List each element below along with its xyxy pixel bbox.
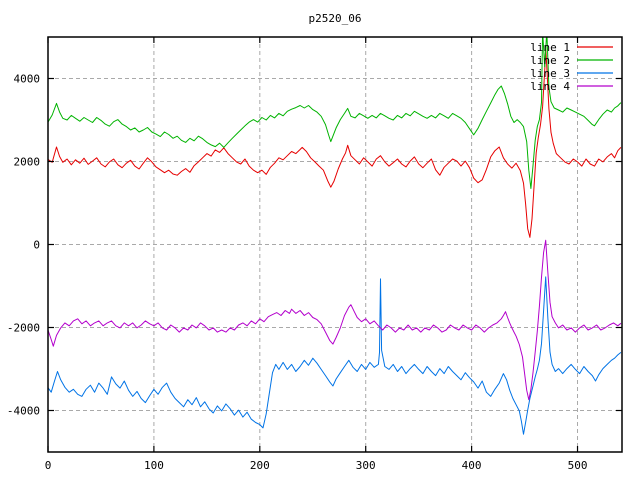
x-tick-label: 100 — [144, 459, 164, 472]
legend-label: line 2 — [530, 54, 570, 67]
data-series — [48, 37, 622, 435]
series-line-4 — [48, 239, 622, 401]
y-tick-label: -4000 — [7, 405, 40, 418]
grid-lines — [48, 37, 622, 452]
series-line-1 — [48, 46, 622, 238]
series-line-2 — [48, 37, 622, 189]
legend-label: line 3 — [530, 67, 570, 80]
x-tick-label: 300 — [356, 459, 376, 472]
chart-title: p2520_06 — [309, 12, 362, 25]
legend-label: line 1 — [530, 41, 570, 54]
axis-labels: 0 100 200 300 400 500 -4000 -2000 0 2000 4000 — [7, 73, 588, 473]
x-tick-label: 200 — [250, 459, 270, 472]
series-line-3 — [48, 276, 622, 435]
axis-ticks — [47, 37, 622, 452]
x-tick-label: 0 — [45, 459, 52, 472]
y-tick-label: 2000 — [14, 156, 41, 169]
y-tick-label: -2000 — [7, 322, 40, 335]
legend-label: line 4 — [530, 80, 570, 93]
y-tick-label: 0 — [33, 239, 40, 252]
y-tick-label: 4000 — [14, 73, 41, 86]
x-tick-label: 500 — [568, 459, 588, 472]
x-tick-label: 400 — [462, 459, 482, 472]
